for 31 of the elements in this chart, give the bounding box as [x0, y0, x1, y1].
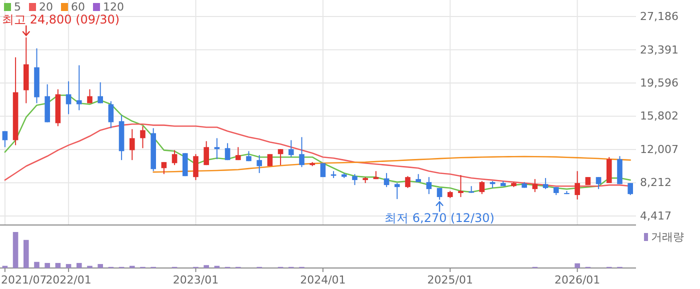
bar — [55, 262, 61, 268]
legend: 거래량 — [644, 230, 684, 244]
legend-label: 거래량 — [651, 230, 684, 244]
bar — [76, 262, 82, 268]
x-tick-label: 2025/01 — [427, 274, 473, 286]
bar — [574, 263, 580, 268]
bar — [66, 264, 72, 268]
legend-label: 20 — [39, 0, 53, 14]
y-tick-label: 4,417 — [640, 210, 672, 222]
y-tick-label: 23,391 — [640, 43, 678, 56]
bar — [44, 262, 50, 268]
bar — [12, 232, 18, 268]
y-tick-label: 15,802 — [640, 110, 678, 123]
legend-label: 5 — [14, 0, 21, 14]
x-tick-label: 2026/01 — [554, 274, 600, 286]
annotation: 최고 24,800 (09/30) — [2, 12, 120, 26]
bar — [204, 265, 209, 268]
y-tick-label: 19,596 — [640, 76, 678, 90]
x-tick-label: 2022/01 — [46, 274, 92, 286]
bar — [23, 240, 29, 268]
legend-label: 120 — [103, 0, 124, 14]
x-tick-label: 2021/07 — [1, 274, 47, 286]
x-tick-label: 2023/01 — [172, 274, 219, 286]
y-tick-label: 8,212 — [640, 176, 672, 190]
x-tick-label: 2024/01 — [300, 274, 346, 286]
bar — [34, 262, 40, 268]
y-tick-label: 12,007 — [640, 143, 678, 156]
legend-label: 60 — [71, 0, 85, 14]
annotation: 최저 6,270 (12/30) — [384, 210, 495, 225]
y-tick-label: 27,186 — [640, 10, 678, 23]
bar — [98, 264, 103, 268]
